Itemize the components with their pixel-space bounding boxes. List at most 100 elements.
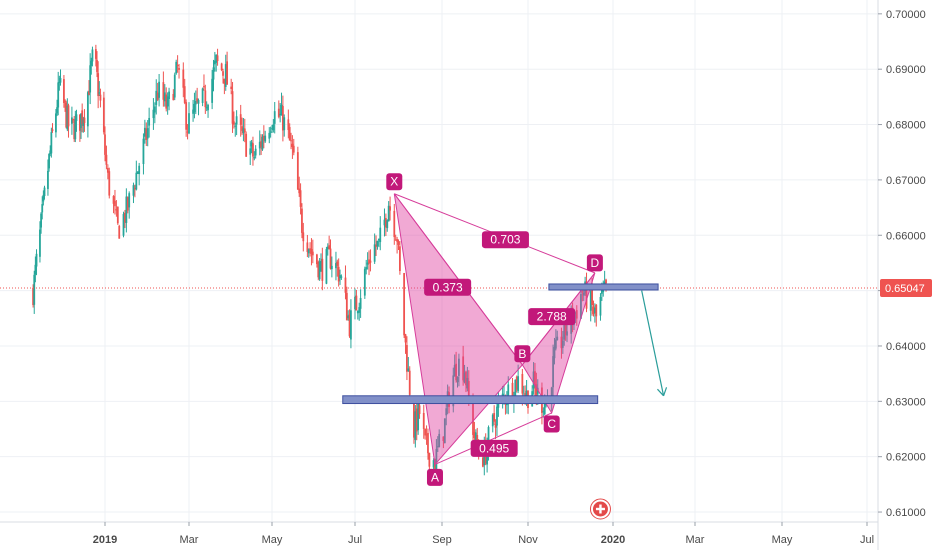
candle (554, 329, 557, 351)
candle (43, 185, 46, 200)
candle (253, 151, 256, 161)
candle (71, 106, 73, 135)
candle (223, 78, 226, 95)
x-tick-label: 2019 (93, 534, 117, 546)
candle (55, 108, 57, 138)
candle (234, 122, 237, 137)
candle (458, 353, 460, 387)
projection-arrow[interactable] (641, 290, 668, 397)
svg-text:D: D (591, 256, 600, 270)
candle (50, 127, 53, 158)
candle (122, 211, 125, 238)
candle (42, 190, 45, 206)
candle (194, 90, 197, 115)
candle (58, 75, 61, 91)
candle (258, 130, 261, 156)
zone-rectangle-2[interactable] (342, 395, 599, 405)
candle (162, 71, 165, 107)
pattern-line-ac (434, 412, 552, 465)
candle (207, 103, 209, 118)
candle (106, 164, 109, 180)
candle (133, 184, 136, 198)
time-axis: 2019 Mar May Jul Sep Nov 2020 Mar May Jul (0, 521, 878, 546)
candle (452, 367, 455, 413)
candle (397, 239, 400, 251)
candle (386, 219, 389, 232)
candle (442, 436, 445, 449)
candle (132, 182, 135, 204)
candle (330, 256, 333, 278)
candle (57, 71, 60, 116)
candle (365, 259, 368, 275)
y-tick-label: 0.67000 (886, 175, 926, 187)
svg-text:0.373: 0.373 (433, 280, 463, 294)
candle (73, 115, 76, 142)
candle (373, 233, 376, 264)
y-tick-label: 0.62000 (886, 452, 926, 464)
candle (375, 235, 377, 256)
x-tick-label: May (772, 534, 793, 546)
candle (280, 92, 283, 116)
candle (589, 287, 592, 322)
candle (235, 110, 238, 136)
candle (369, 249, 372, 272)
candle (377, 238, 380, 248)
candle (166, 92, 169, 115)
candle (310, 238, 313, 266)
candle (215, 54, 218, 72)
candle (325, 246, 328, 285)
candle (56, 99, 58, 117)
candle (302, 222, 305, 252)
candle (394, 234, 397, 241)
candles (32, 44, 607, 482)
candle (261, 134, 264, 151)
candle (335, 251, 337, 281)
ratio-label: 2.788 (528, 308, 576, 326)
candle (329, 239, 332, 270)
candle (63, 75, 65, 108)
candle (347, 310, 350, 321)
point-label-a: A (426, 468, 443, 486)
candle (542, 407, 545, 418)
candle (463, 364, 466, 384)
candle (593, 303, 596, 323)
candle (366, 252, 369, 270)
candle (145, 122, 148, 147)
svg-text:2.788: 2.788 (537, 310, 567, 324)
candle (89, 53, 92, 105)
candle (163, 84, 166, 107)
x-tick-label: Mar (686, 534, 705, 546)
candle (396, 236, 398, 254)
candle (552, 344, 554, 400)
candle (146, 120, 149, 147)
candle (102, 91, 105, 135)
candle (126, 196, 129, 214)
zone-rectangle-1[interactable] (548, 283, 659, 291)
event-flag-icon[interactable] (589, 498, 611, 520)
candle (82, 116, 85, 133)
candle (104, 126, 106, 162)
candle (306, 234, 309, 258)
candle (64, 99, 66, 112)
candle (298, 176, 301, 197)
candle (389, 196, 391, 221)
candle (456, 376, 459, 388)
candle (138, 162, 141, 186)
candle (252, 136, 254, 166)
candle (135, 160, 138, 191)
candle (41, 196, 44, 220)
candle (35, 249, 38, 276)
candle (168, 87, 170, 111)
candle (66, 98, 69, 132)
candle (156, 82, 159, 102)
candle (220, 62, 223, 72)
candle (193, 92, 196, 119)
candle (226, 51, 228, 85)
candle (34, 256, 37, 283)
candle (427, 428, 429, 460)
candle (172, 89, 175, 101)
x-tick-label: May (262, 534, 283, 546)
candle (211, 69, 214, 110)
y-tick-label: 0.64000 (886, 341, 926, 353)
